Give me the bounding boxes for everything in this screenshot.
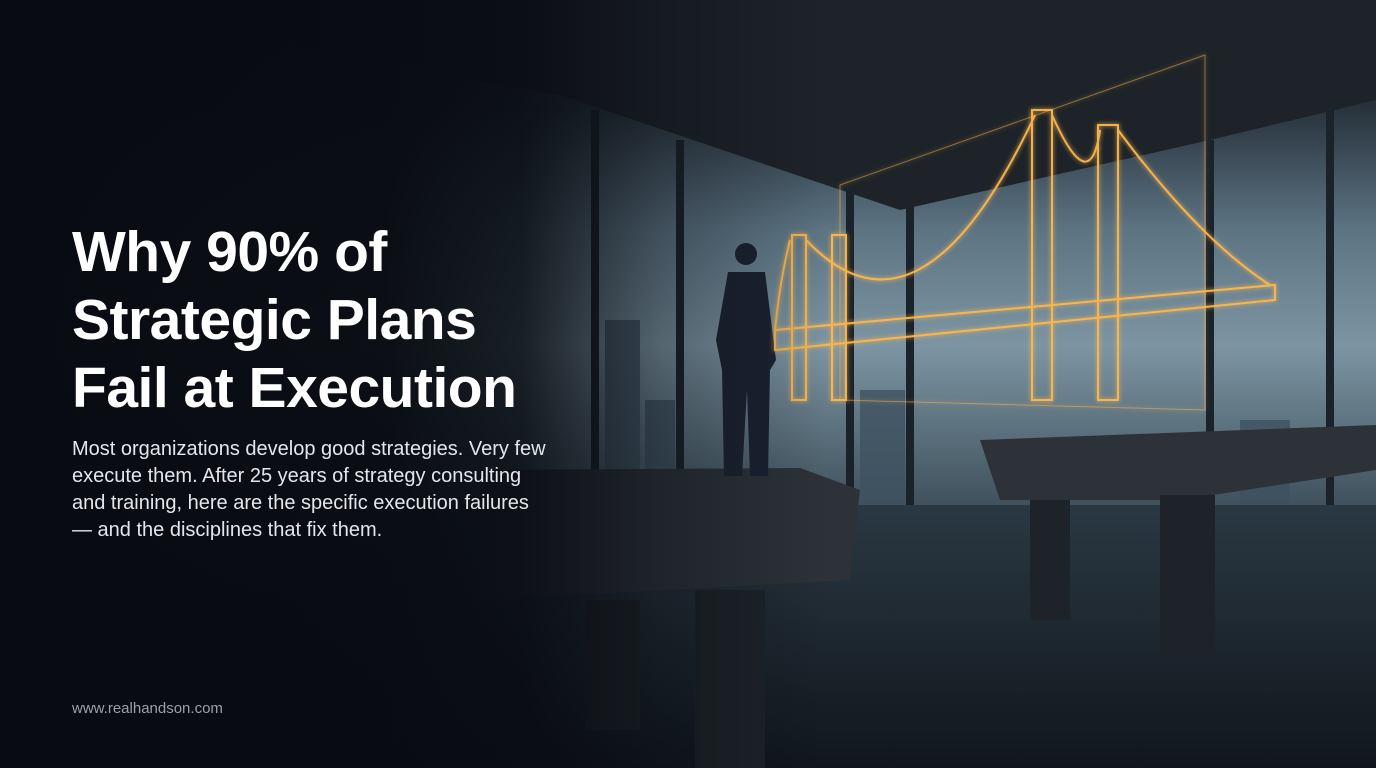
hero-description: Most organizations develop good strategi… — [72, 438, 546, 541]
hero-content: Why 90% of Strategic Plans Fail at Execu… — [72, 218, 592, 544]
title-line: Fail at Execution — [72, 356, 517, 420]
title-line: Strategic Plans — [72, 288, 477, 352]
website-url: www.realhandson.com — [72, 700, 223, 717]
hero-title: Why 90% of Strategic Plans Fail at Execu… — [72, 218, 592, 422]
title-line: Why 90% of — [72, 220, 387, 284]
